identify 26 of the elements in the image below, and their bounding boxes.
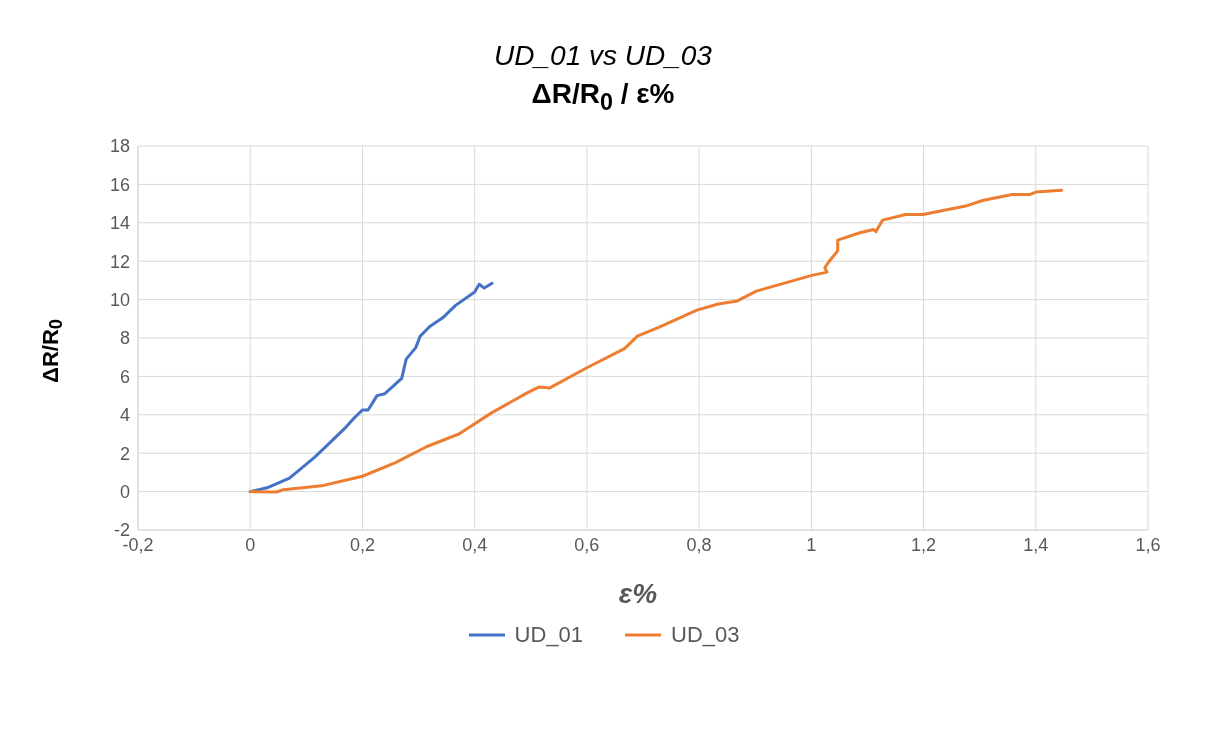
y-tick-label: 6 — [119, 366, 130, 387]
chart-title: UD_01 vs UD_03 — [493, 40, 713, 72]
x-tick-label: 1,2 — [911, 534, 937, 555]
chart-subtitle: ΔR/R$_{0}$ / ε% — [530, 78, 676, 116]
y-tick-label: 18 — [109, 135, 130, 156]
y-tick-label: 10 — [109, 289, 130, 310]
y-tick-label: 12 — [109, 251, 130, 272]
x-axis-title: ε% — [617, 577, 659, 610]
x-tick-label: 1,4 — [1023, 534, 1049, 555]
x-tick-label: 0,8 — [686, 534, 712, 555]
y-tick-label: 8 — [119, 327, 130, 348]
x-tick-label: 0,6 — [574, 534, 600, 555]
y-tick-label: 16 — [109, 174, 130, 195]
x-tick-label: 1 — [806, 534, 817, 555]
y-tick-label: 0 — [119, 481, 130, 502]
x-tick-label: 0,4 — [462, 534, 488, 555]
y-tick-label: 4 — [119, 404, 130, 425]
x-tick-label: 0 — [245, 534, 256, 555]
y-tick-label: 14 — [109, 212, 130, 233]
y-tick-label: 2 — [119, 443, 130, 464]
line-series — [248, 188, 1064, 494]
x-tick-label: 0,2 — [349, 534, 375, 555]
legend-label: UD_01 — [514, 621, 583, 648]
legend-label: UD_03 — [671, 621, 740, 648]
y-tick-label: -2 — [113, 519, 130, 540]
x-tick-label: 1,6 — [1135, 534, 1161, 555]
